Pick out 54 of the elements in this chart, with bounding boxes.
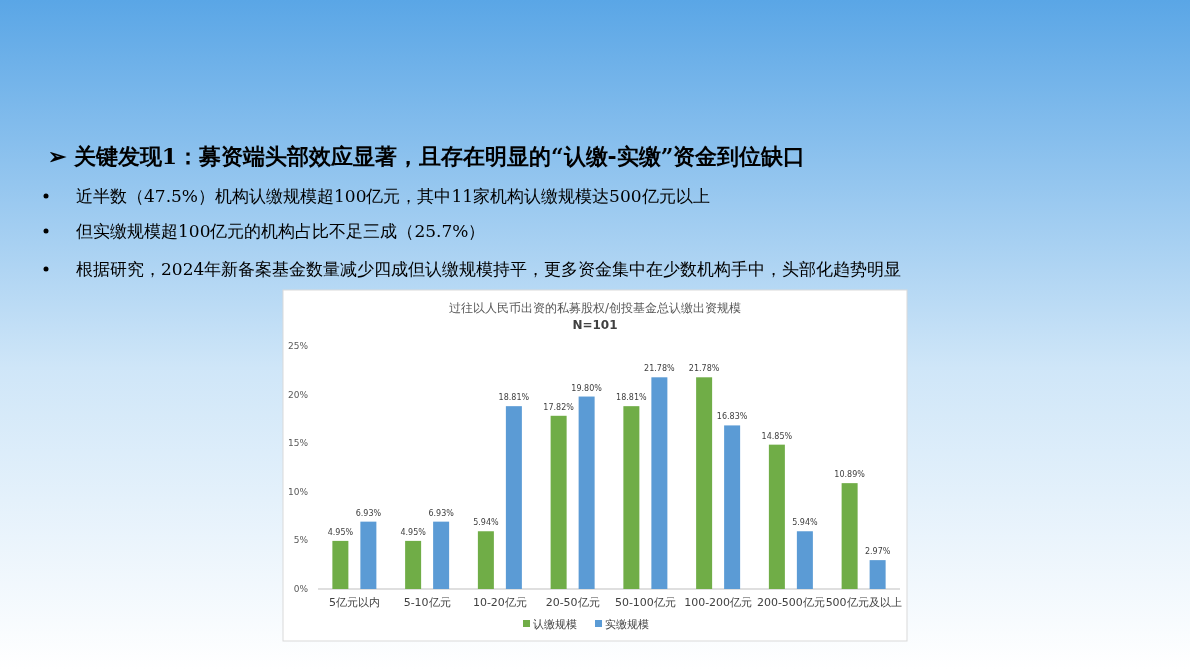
x-tick-label: 5亿元以内 <box>328 596 380 609</box>
x-tick-label: 10-20亿元 <box>472 596 527 609</box>
chart-subtitle: N=101 <box>572 318 618 332</box>
text: ➢ 关键发现1：募资端头部效应显著，且存在明显的“认缴-实缴”资金到位缺口 <box>48 143 806 169</box>
y-tick-label: 5% <box>293 535 309 546</box>
bar <box>623 406 640 589</box>
data-label: 14.85% <box>761 431 793 441</box>
bar <box>505 406 522 589</box>
text: 近半数（47.5%）机构认缴规模超100亿元，其中11家机构认缴规模达500亿元以上 <box>76 186 710 206</box>
text: 但实缴规模超100亿元的机构占比不足三成（25.7%） <box>76 221 486 241</box>
bar <box>651 377 668 589</box>
y-tick-label: 20% <box>287 389 309 400</box>
bar <box>477 531 494 589</box>
x-tick-label: 5-10亿元 <box>403 596 451 609</box>
bar <box>841 483 858 589</box>
y-tick-label: 0% <box>293 584 309 594</box>
y-tick-label: 10% <box>287 486 309 497</box>
y-tick-label: 25% <box>287 341 309 351</box>
x-tick-label: 200-500亿元 <box>756 596 825 609</box>
data-label: 2.97% <box>864 547 891 557</box>
x-tick-label: 500亿元及以上 <box>825 596 902 609</box>
legend-label: 实缴规模 <box>605 618 649 631</box>
data-label: 21.78% <box>644 364 676 374</box>
bar <box>696 377 713 589</box>
data-label: 10.89% <box>834 470 866 480</box>
x-tick-label: 100-200亿元 <box>684 596 753 609</box>
bar <box>869 560 886 589</box>
text: 根据研究，2024年新备案基金数量减少四成但认缴规模持平，更多资金集中在少数机构手中，头部化趋势明显 <box>76 259 902 279</box>
data-label: 17.82% <box>543 402 575 412</box>
bar <box>796 531 813 589</box>
chart-title: 过往以人民币出资的私募股权/创投基金总认缴出资规模 <box>448 301 742 315</box>
data-label: 18.81% <box>498 393 530 403</box>
bar <box>433 521 450 589</box>
data-label: 5.94% <box>473 518 499 528</box>
data-label: 21.78% <box>688 364 720 374</box>
bar <box>550 415 567 589</box>
bar <box>360 521 377 589</box>
legend-label: 认缴规模 <box>533 618 577 631</box>
bar <box>578 396 595 589</box>
data-label: 6.93% <box>428 508 455 518</box>
data-label: 16.83% <box>716 412 748 422</box>
data-label: 6.93% <box>355 508 382 518</box>
data-label: 19.80% <box>571 383 603 393</box>
data-label: 5.94% <box>792 518 818 528</box>
bar <box>332 540 349 589</box>
bar <box>724 425 741 589</box>
data-label: 18.81% <box>616 393 648 403</box>
bar <box>405 540 422 589</box>
x-tick-label: 50-100亿元 <box>614 596 676 609</box>
bar <box>768 444 785 589</box>
data-label: 4.95% <box>400 527 427 537</box>
data-label: 4.95% <box>327 527 354 537</box>
y-tick-label: 15% <box>287 438 309 449</box>
x-tick-label: 20-50亿元 <box>545 596 600 609</box>
